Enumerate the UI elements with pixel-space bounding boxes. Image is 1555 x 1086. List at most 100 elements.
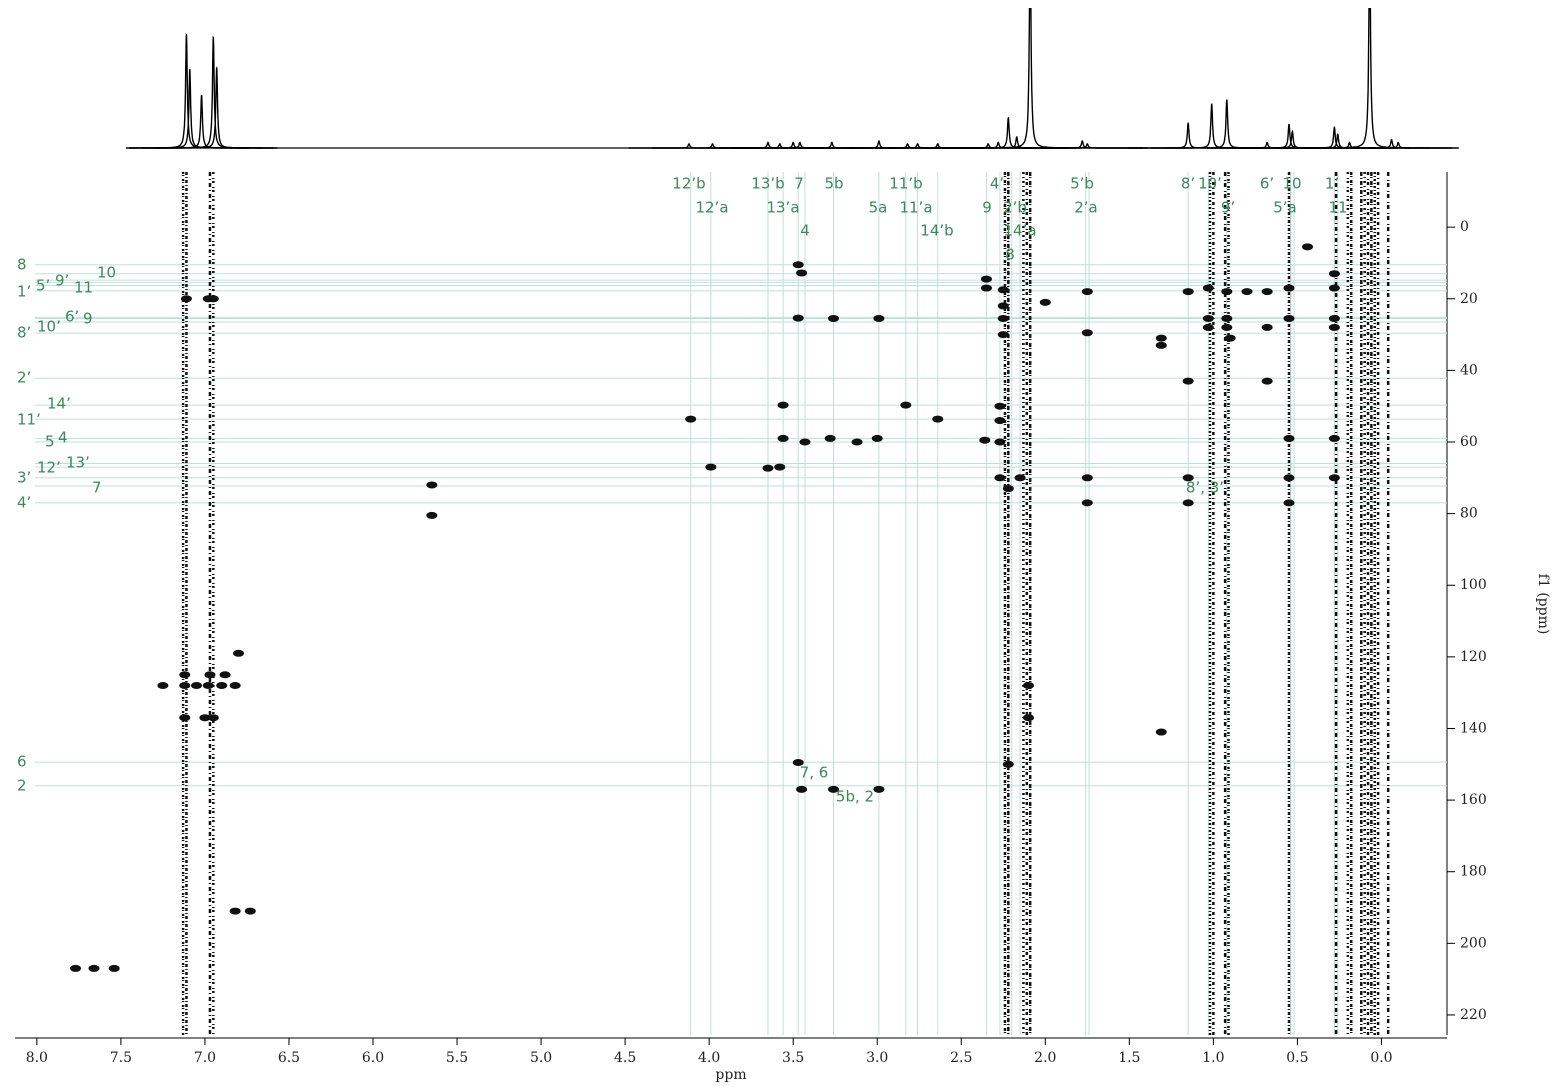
y-tick-label: 60 (1460, 434, 1478, 450)
y-tick-label: 20 (1460, 291, 1478, 307)
cross-peak (233, 649, 245, 657)
cross-peak (1022, 714, 1034, 722)
cross-peak (1081, 329, 1093, 337)
x-tick-label: 4.5 (614, 1050, 636, 1066)
cross-peak (204, 671, 216, 679)
proton-label: 4’ (990, 175, 1004, 193)
cross-peak (244, 907, 256, 915)
cross-peak (774, 463, 786, 471)
y-tick-label: 0 (1460, 219, 1469, 235)
carbon-label: 9 (83, 310, 93, 328)
proton-label: 11’a (899, 199, 932, 217)
cross-peak (1182, 499, 1194, 507)
carbon-label: 12’ (37, 459, 61, 477)
cross-peak (980, 275, 992, 283)
cross-peak (179, 682, 191, 690)
carbon-label: 1’ (17, 283, 31, 301)
cross-peak (229, 682, 241, 690)
cross-peak (980, 284, 992, 292)
projection-peak (1228, 123, 1350, 149)
proton-label: 5b (824, 175, 843, 193)
cross-peak (851, 438, 863, 446)
x-tick-label: 4.0 (698, 1050, 720, 1066)
cross-peak (88, 964, 100, 972)
projection-peak (1337, 141, 1459, 149)
proton-label: 7 (794, 175, 804, 193)
cross-peak (900, 401, 912, 409)
cross-peak (997, 331, 1009, 339)
cross-peak (1014, 474, 1026, 482)
projection-peak (1151, 103, 1273, 149)
cross-peak (777, 434, 789, 442)
carbon-label: 5 (45, 433, 55, 451)
carbon-label: 8’ (17, 324, 31, 342)
carbon-label: 2 (17, 777, 27, 795)
proton-label: 1’ (1325, 175, 1339, 193)
cross-peak (1328, 270, 1340, 278)
y-axis-label: f1 (ppm) (1535, 574, 1551, 635)
cross-peak (762, 464, 774, 472)
cross-peak (685, 415, 697, 423)
proton-label: 5’b (1070, 175, 1094, 193)
cross-peak (426, 481, 438, 489)
cross-peak-label: 8’, 3’ (1186, 479, 1224, 497)
cross-peak (108, 964, 120, 972)
projection (125, 8, 1459, 149)
proton-label: 2’a (1074, 199, 1098, 217)
cross-peak (1039, 298, 1051, 306)
y-tick-label: 200 (1460, 935, 1487, 951)
carbon-label: 10’ (37, 318, 61, 336)
cross-peak (1283, 434, 1295, 442)
proton-label: 4 (800, 222, 810, 240)
carbon-label: 3’ (17, 469, 31, 487)
projection-peak (156, 66, 278, 149)
carbon-label: 6 (17, 753, 27, 771)
cross-peak (1283, 474, 1295, 482)
x-tick-label: 0.5 (1286, 1050, 1308, 1066)
cross-peak (1283, 284, 1295, 292)
proton-label: 8 (1005, 246, 1015, 264)
x-tick-label: 5.0 (530, 1050, 552, 1066)
cross-peak (1155, 334, 1167, 342)
cross-peak (1182, 377, 1194, 385)
cross-peak (997, 314, 1009, 322)
proton-label: 10 (1282, 175, 1301, 193)
cross-peak (796, 269, 808, 277)
projection-peak (739, 141, 861, 149)
x-tick-label: 6.0 (362, 1050, 384, 1066)
proton-label: 12’a (695, 199, 728, 217)
cross-peak (202, 295, 214, 303)
x-tick-label: 8.0 (26, 1050, 48, 1066)
proton-label: 6’ (1260, 175, 1274, 193)
carbon-label: 13’ (66, 454, 90, 472)
y-tick-label: 180 (1460, 864, 1487, 880)
carbon-label: 8 (17, 256, 27, 274)
cross-peak (1002, 760, 1014, 768)
cross-peak (1261, 377, 1273, 385)
projection-peak (125, 33, 247, 149)
cross-peak (1202, 284, 1214, 292)
x-axis-label: ppm (715, 1067, 746, 1083)
x-tick-label: 0.0 (1370, 1050, 1392, 1066)
x-tick-label: 1.0 (1202, 1050, 1224, 1066)
x-tick-label: 6.5 (278, 1050, 300, 1066)
x-tick-label: 1.5 (1118, 1050, 1140, 1066)
y-tick-label: 160 (1460, 792, 1487, 808)
proton-label: 12’b (672, 175, 705, 193)
cross-peak (1081, 499, 1093, 507)
cross-peak (1182, 474, 1194, 482)
projection-peak (1309, 8, 1431, 149)
projection-peak (818, 140, 940, 149)
cross-peak (997, 302, 1009, 310)
cross-peak (1155, 341, 1167, 349)
x-tick-label: 7.5 (110, 1050, 132, 1066)
carbon-label: 4’ (17, 494, 31, 512)
cross-peak (792, 314, 804, 322)
cross-peak (828, 314, 840, 322)
x-tick-label: 5.5 (446, 1050, 468, 1066)
cross-peak-label: 5b, 2 (836, 788, 874, 806)
cross-peak (1328, 474, 1340, 482)
projection-peak (141, 94, 263, 149)
